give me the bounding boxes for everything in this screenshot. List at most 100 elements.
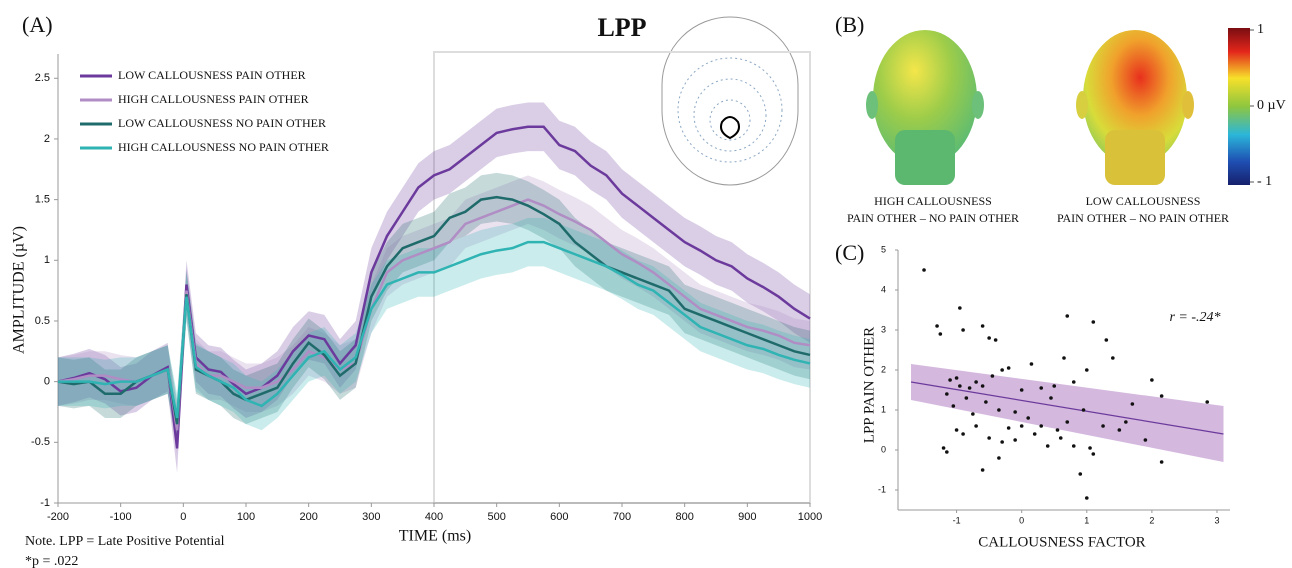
point [954,376,959,380]
point [958,306,962,310]
y-axis-label: LPP PAIN OTHER [861,327,877,443]
y-tick-label: 3 [881,324,886,334]
point [1013,410,1017,414]
point [1065,314,1070,318]
colorbar-label: 0 µV [1257,98,1286,113]
y-tick-label: 0 [881,444,886,454]
point [1032,432,1037,436]
x-tick-label: 0 [1019,515,1024,525]
y-tick-label: 0 [44,376,50,388]
point [1084,368,1089,372]
x-tick-label: 600 [550,511,568,523]
point [961,432,965,436]
point [1006,426,1011,430]
point [958,384,962,388]
x-tick-label: 800 [675,511,693,523]
point [1078,472,1083,476]
y-tick-label: 1 [881,404,886,414]
caption: LOW CALLOUSNESS [1086,194,1201,208]
x-tick-label: 700 [613,511,631,523]
point [987,436,991,440]
point [1065,420,1070,424]
point [1019,388,1024,392]
point [980,468,985,472]
point [980,384,985,388]
point [1143,438,1148,442]
y-tick-label: -1 [40,497,50,509]
point [1150,378,1154,382]
point [1055,428,1060,432]
point [1039,386,1044,390]
point [1071,380,1076,384]
y-tick-label: 0.5 [35,315,50,327]
y-tick-label: 2.5 [35,72,50,84]
ci-band [58,175,810,455]
point [984,400,988,404]
note: *p = .022 [25,554,78,568]
point [1071,444,1076,448]
point [967,386,972,390]
point [990,374,995,378]
point [1088,446,1092,450]
point [945,450,949,454]
point [945,392,949,396]
point [1130,402,1135,406]
point [1049,396,1053,400]
fit-line [910,381,1224,435]
x-tick-label: -100 [110,511,132,523]
point [1013,438,1017,442]
legend-label: HIGH CALLOUSNESS NO PAIN OTHER [118,140,329,154]
colorbar-label: 1 [1257,22,1264,37]
panel-label: (A) [22,12,53,37]
point [993,338,998,342]
point [987,336,991,340]
point [941,446,946,450]
note: Note. LPP = Late Positive Potential [25,534,225,549]
point [1029,362,1034,366]
point [1084,496,1089,500]
point [1045,444,1050,448]
legend-label: LOW CALLOUSNESS PAIN OTHER [118,68,306,82]
x-tick-label: 3 [1214,515,1219,525]
x-tick-label: -1 [953,515,961,525]
point [1104,338,1109,342]
point [997,456,1001,460]
y-tick-label: -0.5 [31,436,50,448]
point [974,424,978,428]
point [935,324,939,328]
point [980,324,985,328]
x-tick-label: 900 [738,511,756,523]
ci-band [58,172,810,449]
annotation: r = -.24* [1169,310,1220,325]
series-line [58,240,811,419]
point [1019,424,1024,428]
caption: PAIN OTHER – NO PAIN OTHER [847,211,1019,225]
point [971,412,975,416]
y-tick-label: -1 [878,484,886,494]
point [1101,424,1105,428]
point [1006,366,1011,370]
point [1000,368,1004,372]
point [1039,424,1044,428]
colorbar-label: - 1 [1257,174,1272,189]
legend-label: LOW CALLOUSNESS NO PAIN OTHER [118,116,326,130]
x-tick-label: 400 [425,511,443,523]
x-tick-label: 1000 [798,511,822,523]
panel-label: (B) [835,12,864,37]
y-tick-label: 2 [44,133,50,145]
x-tick-label: 2 [1149,515,1154,525]
y-tick-label: 1.5 [35,194,50,206]
electrode-map [661,16,799,186]
point [1117,428,1122,432]
colorbar [1228,28,1250,185]
caption: HIGH CALLOUSNESS [874,194,992,208]
head-high [866,30,984,185]
point [1159,394,1164,398]
point [1159,460,1164,464]
fit-band [911,364,1224,462]
x-tick-label: 0 [180,511,186,523]
point [922,268,926,272]
point [1062,356,1066,360]
